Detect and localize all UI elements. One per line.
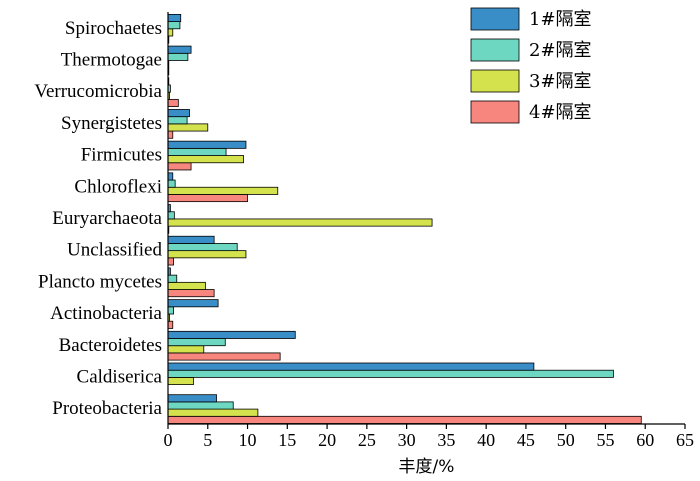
- category-label: Synergistetes: [61, 113, 162, 134]
- bar-bacteroidetes-series-1: [167, 330, 296, 339]
- x-tick-label: 30: [398, 430, 416, 450]
- legend-label: 2#隔室: [529, 40, 592, 61]
- bar-spirochaetes-series-2: [167, 21, 181, 30]
- bar-unclassified-series-3: [167, 250, 247, 259]
- x-tick-label: 55: [596, 430, 614, 450]
- x-ticks: 0 5 10 15 20 25 30 35 40 45 50 55 60 65: [164, 424, 694, 450]
- bar-chloroflexi-series-2: [167, 179, 176, 188]
- bar-unclassified-series-4: [167, 257, 174, 266]
- bars-group: [167, 13, 642, 424]
- bar-chloroflexi-series-4: [167, 194, 248, 203]
- legend: 1#隔室 2#隔室 3#隔室 4#隔室: [470, 7, 592, 124]
- x-tick-label: 15: [278, 430, 296, 450]
- bar-firmicutes-series-3: [167, 155, 244, 164]
- category-label: Plancto mycetes: [38, 271, 162, 292]
- category-label: Verrucomicrobia: [34, 81, 162, 102]
- bar-synergistetes-series-2: [167, 116, 188, 125]
- legend-label: 3#隔室: [529, 71, 592, 92]
- bar-caldiserica-series-3: [167, 377, 194, 386]
- bar-chloroflexi-series-3: [167, 186, 279, 195]
- category-labels: Proteobacteria Caldiserica Bacteroidetes Ac…: [34, 18, 162, 419]
- bar-actinobacteria-series-2: [167, 306, 174, 315]
- x-tick-label: 5: [203, 430, 212, 450]
- bar-thermotogae-series-1: [167, 45, 192, 54]
- bar-caldiserica-series-1: [167, 362, 535, 371]
- category-label: Chloroflexi: [74, 176, 162, 197]
- bar-actinobacteria-series-1: [167, 299, 219, 308]
- legend-swatch: [470, 100, 520, 124]
- bar-firmicutes-series-1: [167, 140, 247, 149]
- x-tick-label: 0: [164, 430, 173, 450]
- bar-euryarchaeota-series-3: [167, 218, 433, 227]
- bar-proteobacteria-series-2: [167, 401, 234, 410]
- legend-label: 1#隔室: [529, 9, 592, 30]
- category-label: Firmicutes: [81, 145, 162, 166]
- bar-proteobacteria-series-1: [167, 394, 217, 403]
- bar-firmicutes-series-2: [167, 147, 227, 156]
- x-tick-label: 40: [477, 430, 495, 450]
- category-label: Spirochaetes: [65, 18, 162, 39]
- x-tick-label: 20: [318, 430, 336, 450]
- x-tick-label: 45: [517, 430, 535, 450]
- bar-euryarchaeota-series-2: [167, 211, 175, 220]
- category-label: Unclassified: [67, 240, 162, 261]
- x-tick-label: 60: [636, 430, 654, 450]
- bar-spirochaetes-series-1: [167, 13, 182, 22]
- legend-label: 4#隔室: [529, 102, 592, 123]
- category-label: Proteobacteria: [52, 398, 162, 419]
- category-label: Euryarchaeota: [52, 208, 162, 229]
- bar-plancto-mycetes-series-3: [167, 281, 206, 290]
- x-tick-label: 65: [676, 430, 694, 450]
- bar-spirochaetes-series-3: [167, 28, 174, 37]
- legend-swatch: [470, 7, 520, 31]
- bar-unclassified-series-1: [167, 235, 215, 244]
- legend-swatch: [470, 38, 520, 62]
- bar-plancto-mycetes-series-2: [167, 274, 178, 283]
- bar-bacteroidetes-series-2: [167, 338, 226, 347]
- bar-synergistetes-series-4: [167, 130, 174, 139]
- bar-plancto-mycetes-series-4: [167, 289, 215, 298]
- bar-bacteroidetes-series-4: [167, 352, 281, 361]
- category-label: Bacteroidetes: [59, 335, 162, 356]
- bar-chloroflexi-series-1: [167, 172, 174, 181]
- bar-unclassified-series-2: [167, 243, 238, 252]
- x-tick-label: 10: [239, 430, 257, 450]
- x-axis-title: 丰度/%: [399, 457, 455, 477]
- x-tick-label: 25: [358, 430, 376, 450]
- legend-swatch: [470, 69, 520, 93]
- bar-verrucomicrobia-series-4: [167, 98, 179, 107]
- category-label: Thermotogae: [61, 50, 162, 71]
- bar-proteobacteria-series-3: [167, 408, 259, 417]
- bar-synergistetes-series-3: [167, 123, 209, 132]
- bar-caldiserica-series-2: [167, 369, 614, 378]
- bar-bacteroidetes-series-3: [167, 345, 205, 354]
- bar-proteobacteria-series-4: [167, 415, 642, 424]
- bar-thermotogae-series-2: [167, 52, 189, 61]
- bar-synergistetes-series-1: [167, 109, 190, 118]
- x-tick-label: 35: [437, 430, 455, 450]
- category-label: Actinobacteria: [50, 303, 162, 324]
- category-label: Caldiserica: [77, 366, 163, 387]
- x-tick-label: 50: [557, 430, 575, 450]
- bar-firmicutes-series-4: [167, 162, 192, 171]
- bar-actinobacteria-series-4: [167, 320, 174, 329]
